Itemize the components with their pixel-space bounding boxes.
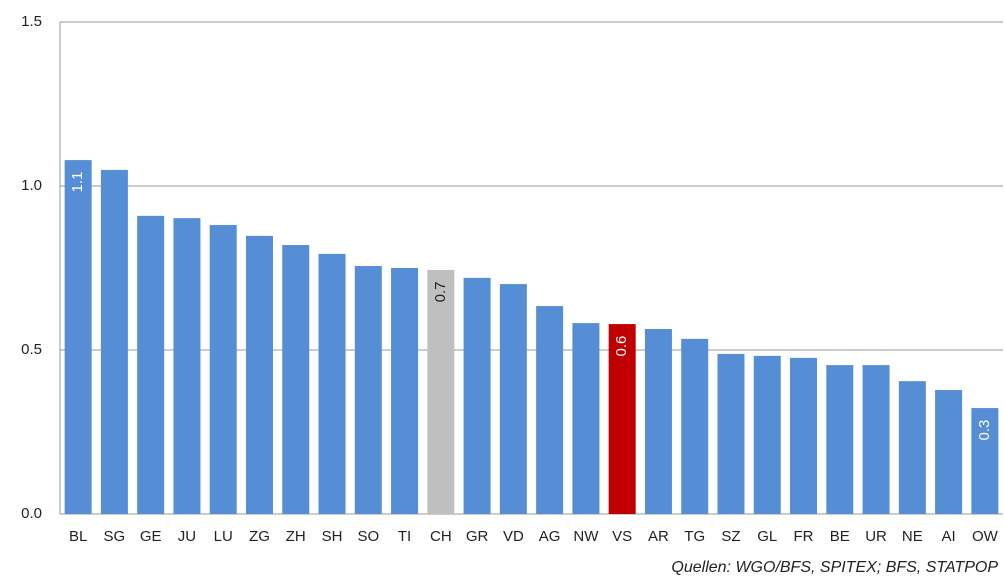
bar — [717, 353, 745, 514]
x-tick-label: AR — [648, 528, 669, 545]
y-tick-label: 0.0 — [21, 505, 42, 522]
bar — [898, 381, 926, 514]
value-label: 0.7 — [432, 282, 449, 303]
x-tick-label: LU — [214, 528, 233, 545]
x-tick-label: ZG — [249, 528, 270, 545]
value-label: 1.1 — [69, 172, 86, 193]
bar — [209, 225, 237, 515]
x-tick-label: UR — [865, 528, 887, 545]
x-tick-label: TG — [684, 528, 705, 545]
x-tick-label: JU — [178, 528, 196, 545]
x-tick-label: BE — [830, 528, 850, 545]
x-tick-label: VS — [612, 528, 632, 545]
x-tick-label: ZH — [286, 528, 306, 545]
bar — [245, 235, 273, 514]
bar — [753, 355, 781, 514]
bar — [100, 169, 128, 515]
bar — [354, 266, 382, 514]
x-tick-label: AI — [942, 528, 956, 545]
x-tick-label: SH — [322, 528, 343, 545]
x-tick-label: SG — [104, 528, 126, 545]
x-tick-label: FR — [794, 528, 814, 545]
bar — [572, 323, 600, 514]
bar — [463, 277, 491, 514]
x-tick-label: GR — [466, 528, 489, 545]
x-tick-label: NW — [573, 528, 599, 545]
y-tick-label: 0.5 — [21, 341, 42, 358]
bar — [681, 338, 709, 514]
bar — [826, 365, 854, 514]
x-tick-label: GE — [140, 528, 162, 545]
x-tick-label: TI — [398, 528, 411, 545]
bar — [862, 365, 890, 514]
x-tick-label: AG — [539, 528, 561, 545]
bar — [608, 324, 636, 514]
x-tick-label: CH — [430, 528, 452, 545]
bar — [499, 284, 527, 514]
value-label: 0.3 — [976, 420, 993, 441]
y-tick-label: 1.5 — [21, 13, 42, 30]
bar — [935, 390, 963, 514]
bar — [790, 357, 818, 514]
bar — [427, 269, 455, 514]
x-tick-label: SO — [357, 528, 379, 545]
bar — [391, 268, 419, 514]
x-tick-label: NE — [902, 528, 923, 545]
bar — [137, 215, 165, 514]
bar — [64, 160, 92, 514]
x-tick-label: SZ — [721, 528, 740, 545]
x-tick-label: OW — [972, 528, 999, 545]
value-label: 0.6 — [613, 336, 630, 357]
y-tick-label: 1.0 — [21, 177, 42, 194]
bar — [318, 253, 346, 514]
bar — [173, 218, 201, 515]
x-tick-label: VD — [503, 528, 524, 545]
source-note: Quellen: WGO/BFS, SPITEX; BFS, STATPOP — [671, 559, 998, 576]
bar — [971, 408, 999, 514]
x-tick-label: BL — [69, 528, 87, 545]
bar — [282, 245, 310, 515]
x-tick-label: GL — [757, 528, 777, 545]
bar — [536, 306, 564, 514]
bar — [644, 329, 672, 514]
